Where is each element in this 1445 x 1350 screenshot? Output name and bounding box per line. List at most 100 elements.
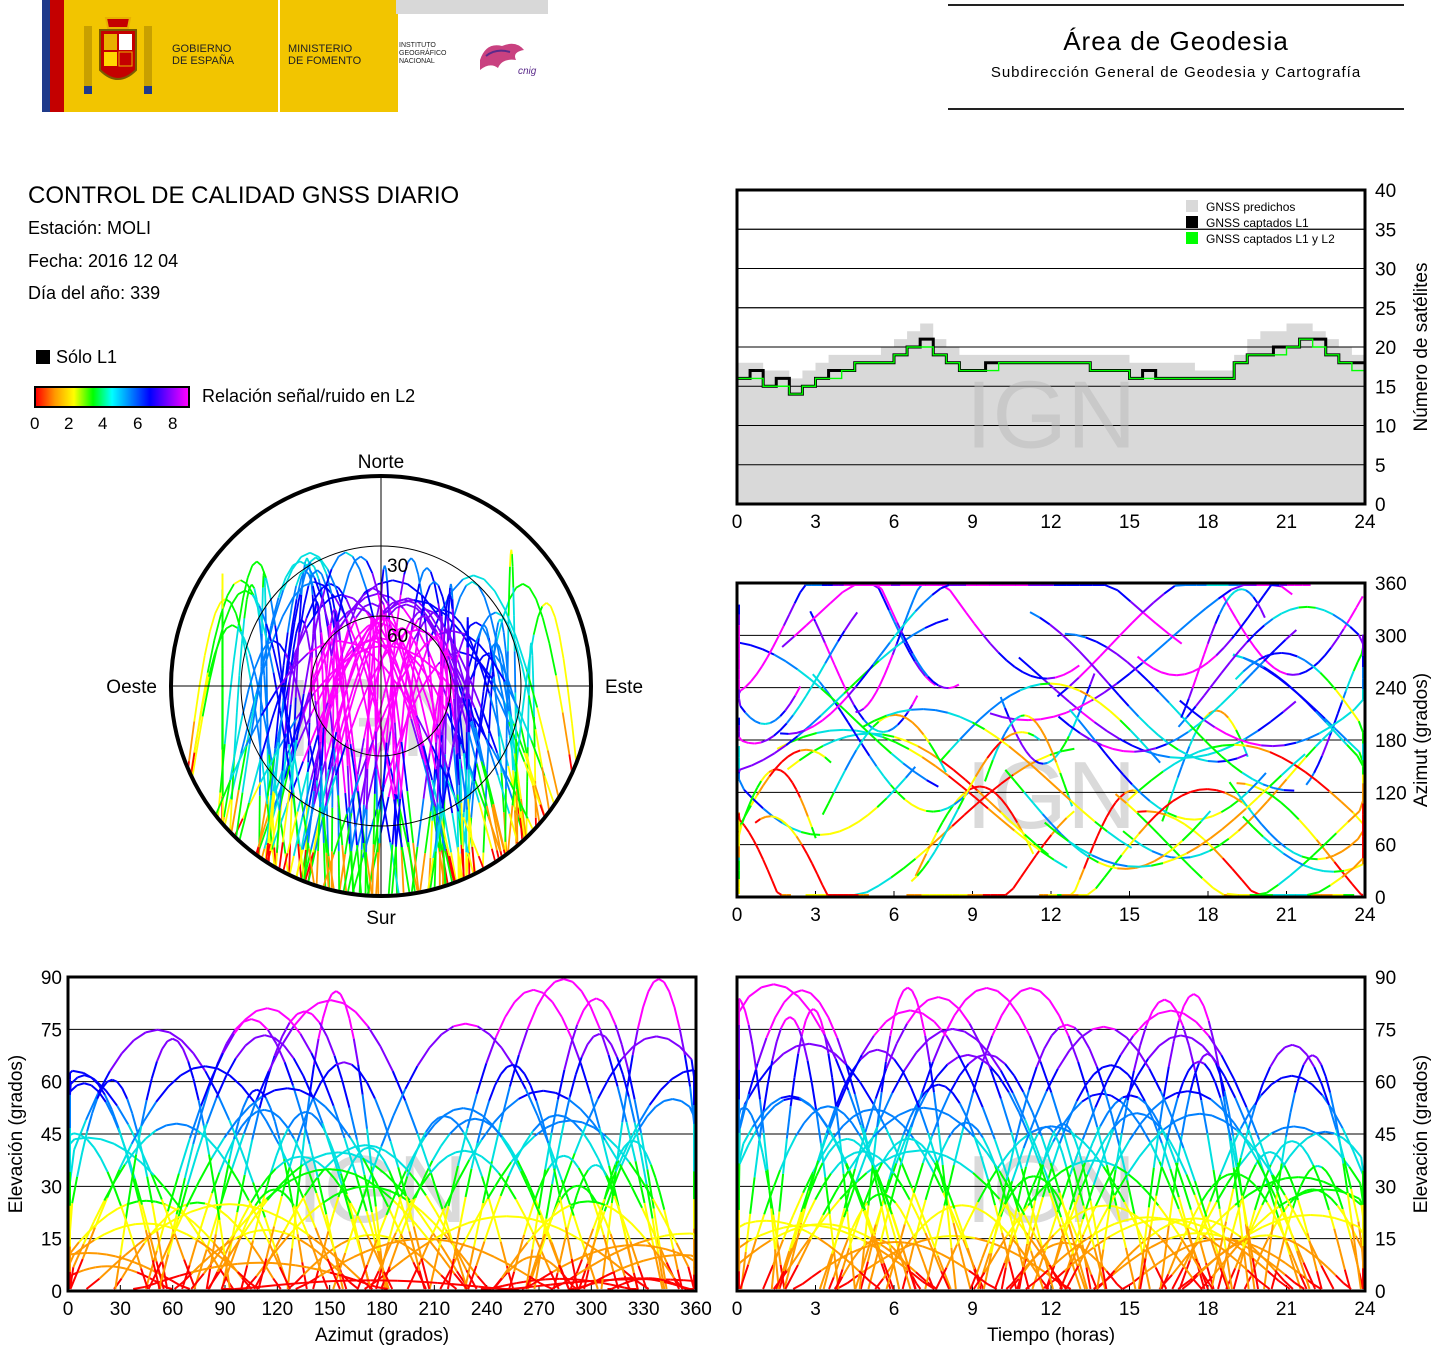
satellite-track-segment: [394, 696, 403, 743]
satellite-track-segment: [192, 1052, 207, 1072]
satellite-track-segment: [1280, 585, 1293, 596]
satellite-track-segment: [1187, 754, 1199, 760]
satellite-track-segment: [533, 747, 537, 782]
satellite-track-segment: [906, 1149, 920, 1153]
satellite-track-segment: [1357, 720, 1364, 733]
satellite-track-segment: [1307, 732, 1320, 740]
satellite-track-segment: [932, 680, 939, 687]
satellite-track-segment: [357, 791, 365, 844]
satellite-track-segment: [1116, 672, 1131, 685]
satellite-track-segment: [880, 641, 891, 655]
satellite-track-segment: [495, 622, 500, 633]
satellite-track-segment: [632, 1272, 639, 1290]
satellite-track-segment: [1163, 847, 1174, 857]
satellite-track-segment: [1055, 831, 1069, 842]
satellite-track-segment: [436, 698, 441, 724]
satellite-track-segment: [474, 1158, 483, 1177]
satellite-track-segment: [412, 641, 419, 674]
satellite-track-segment: [1109, 710, 1121, 721]
satellite-track-segment: [1025, 751, 1032, 758]
satellite-track-segment: [1150, 862, 1164, 867]
satellite-track-segment: [543, 1089, 556, 1094]
satellite-track-segment: [941, 760, 955, 771]
satellite-track-segment: [385, 607, 397, 620]
satellite-track-segment: [316, 569, 323, 575]
satellite-track-segment: [1220, 710, 1225, 715]
satellite-track-segment: [604, 1035, 612, 1045]
satellite-track-segment: [1220, 661, 1231, 674]
satellite-track-segment: [371, 844, 375, 894]
satellite-track-segment: [1305, 666, 1313, 673]
satellite-track-segment: [627, 1096, 636, 1123]
satellite-track-segment: [410, 718, 424, 760]
satellite-track-segment: [436, 631, 449, 657]
y-tick-label: 30: [1375, 260, 1396, 281]
satellite-track-segment: [677, 1232, 690, 1236]
satellite-track-segment: [132, 1285, 145, 1290]
x-axis-label: Azimut (grados): [315, 1325, 449, 1346]
satellite-track-segment: [1340, 800, 1354, 814]
satellite-track-segment: [1039, 616, 1051, 626]
satellite-track-segment: [608, 1009, 617, 1026]
satellite-track-segment: [473, 707, 488, 740]
satellite-track-segment: [948, 686, 954, 690]
satellite-track-segment: [237, 739, 249, 791]
satellite-track-segment: [1323, 647, 1332, 657]
direction-west: Oeste: [106, 677, 157, 698]
satellite-track-segment: [1078, 650, 1090, 663]
x-tick-label: 9: [967, 512, 978, 533]
satellite-track-segment: [233, 1019, 246, 1035]
satellite-track-segment: [1168, 673, 1177, 677]
y-tick-label: 0: [51, 1282, 62, 1303]
satellite-track-segment: [931, 587, 942, 596]
satellite-track-segment: [283, 1044, 295, 1059]
satellite-track-segment: [577, 1280, 591, 1284]
satellite-track-segment: [897, 620, 908, 633]
satellite-track-segment: [434, 808, 444, 852]
satellite-track-segment: [76, 1082, 85, 1087]
satellite-track-segment: [1024, 833, 1038, 846]
satellite-track-segment: [495, 704, 500, 737]
satellite-track-segment: [744, 803, 751, 815]
satellite-track-segment: [219, 744, 226, 793]
satellite-track-segment: [1151, 850, 1162, 856]
satellite-track-segment: [586, 1035, 595, 1045]
satellite-track-segment: [271, 615, 284, 643]
satellite-track-segment: [918, 807, 927, 812]
satellite-track-segment: [529, 642, 533, 647]
satellite-track-segment: [979, 709, 991, 720]
legend-entry: GNSS captados L1 y L2: [1206, 232, 1335, 246]
satellite-track-segment: [348, 807, 353, 852]
satellite-track-segment: [850, 611, 859, 622]
satellite-track-segment: [1051, 823, 1062, 835]
satellite-track-segment: [656, 1035, 669, 1040]
satellite-track-segment: [803, 806, 809, 817]
satellite-track-segment: [1253, 785, 1264, 792]
satellite-track-segment: [527, 695, 537, 730]
skyplot-horizon: [169, 474, 593, 898]
satellite-track-segment: [805, 685, 814, 697]
satellite-track-segment: [1349, 838, 1359, 847]
satellite-track-segment: [246, 583, 255, 597]
satellite-track-segment: [633, 1259, 644, 1265]
satellite-track-segment: [572, 1184, 579, 1188]
satellite-track-segment: [554, 851, 563, 894]
satellite-track-segment: [351, 556, 361, 570]
satellite-track-segment: [810, 826, 817, 839]
satellite-track-segment: [1216, 709, 1221, 713]
x-tick-label: 120: [261, 1299, 293, 1320]
satellite-track-segment: [1277, 840, 1287, 849]
satellite-track-segment: [774, 761, 783, 770]
elevation-ring-label: 30: [387, 556, 408, 577]
satellite-track-segment: [180, 1284, 191, 1290]
satellite-track-segment: [1147, 822, 1160, 836]
satellite-track-segment: [805, 725, 815, 732]
satellite-track-segment: [498, 645, 503, 656]
satellite-track-segment: [914, 847, 929, 860]
satellite-track-segment: [366, 727, 377, 767]
legend-l1-only: Sólo L1: [36, 347, 117, 368]
satellite-track-segment: [525, 669, 539, 708]
satellite-track-segment: [1069, 799, 1084, 812]
satellite-track-segment: [614, 1024, 623, 1046]
